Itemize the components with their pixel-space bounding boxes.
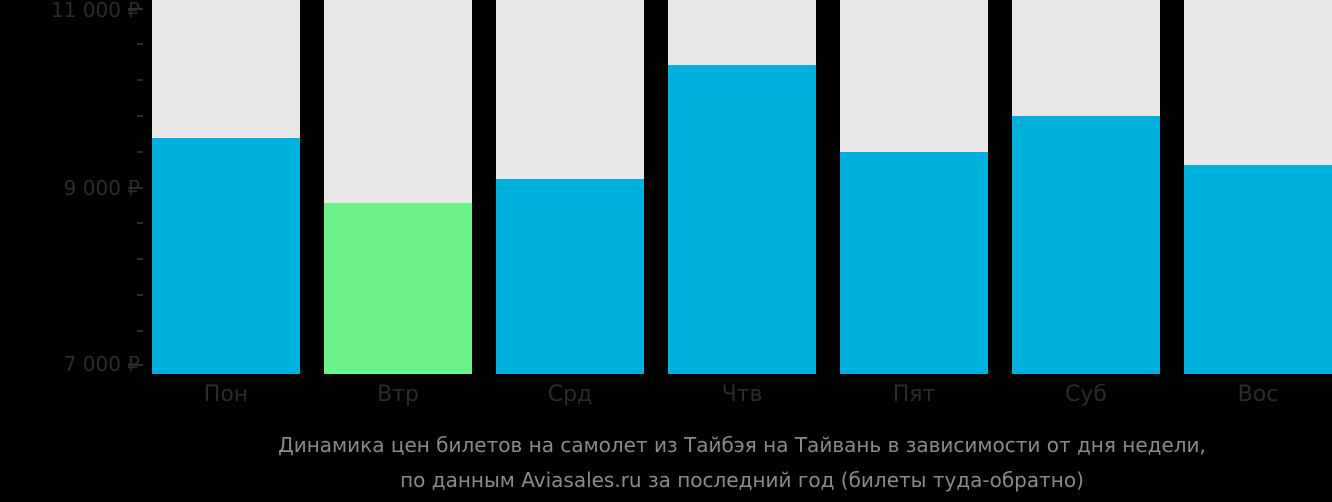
y-tick-label-7000: 7 000 ₽	[63, 352, 140, 376]
y-tick-label-9000: 9 000 ₽	[63, 176, 140, 200]
y-minor-tick	[137, 43, 143, 45]
bar-track-2	[496, 0, 644, 374]
y-tick-label-11000: 11 000 ₽	[50, 0, 140, 22]
y-minor-tick	[137, 151, 143, 153]
bar-Чтв	[668, 64, 816, 374]
x-label-sun: Вос	[1237, 382, 1279, 407]
x-label-wed: Срд	[547, 382, 593, 407]
bar-track-5	[1012, 0, 1160, 374]
y-tick	[128, 187, 143, 189]
chart-caption-line1: Динамика цен билетов на самолет из Тайбэ…	[278, 433, 1206, 457]
x-label-tue: Втр	[377, 382, 419, 407]
bar-Вос	[1184, 165, 1332, 374]
bar-track-1	[324, 0, 472, 374]
x-label-fri: Пят	[892, 382, 936, 407]
y-minor-tick	[137, 330, 143, 332]
bar-track-3	[668, 0, 816, 374]
chart-caption-line2: по данным Aviasales.ru за последний год …	[400, 468, 1084, 492]
y-minor-tick	[137, 258, 143, 260]
x-label-thu: Чтв	[721, 382, 763, 407]
y-minor-tick	[137, 222, 143, 224]
bar-track-4	[840, 0, 988, 374]
bar-track-0	[152, 0, 300, 374]
x-label-sat: Суб	[1065, 382, 1107, 407]
y-minor-tick	[137, 115, 143, 117]
bar-Срд	[496, 178, 644, 374]
y-minor-tick	[137, 79, 143, 81]
bar-Пон	[152, 137, 300, 374]
bar-Суб	[1012, 116, 1160, 374]
y-tick	[128, 8, 143, 10]
x-label-mon: Пон	[203, 382, 249, 407]
bar-Пят	[840, 152, 988, 374]
bar-Втр	[324, 202, 472, 374]
y-tick	[128, 364, 143, 366]
y-minor-tick	[137, 294, 143, 296]
bar-track-6	[1184, 0, 1332, 374]
